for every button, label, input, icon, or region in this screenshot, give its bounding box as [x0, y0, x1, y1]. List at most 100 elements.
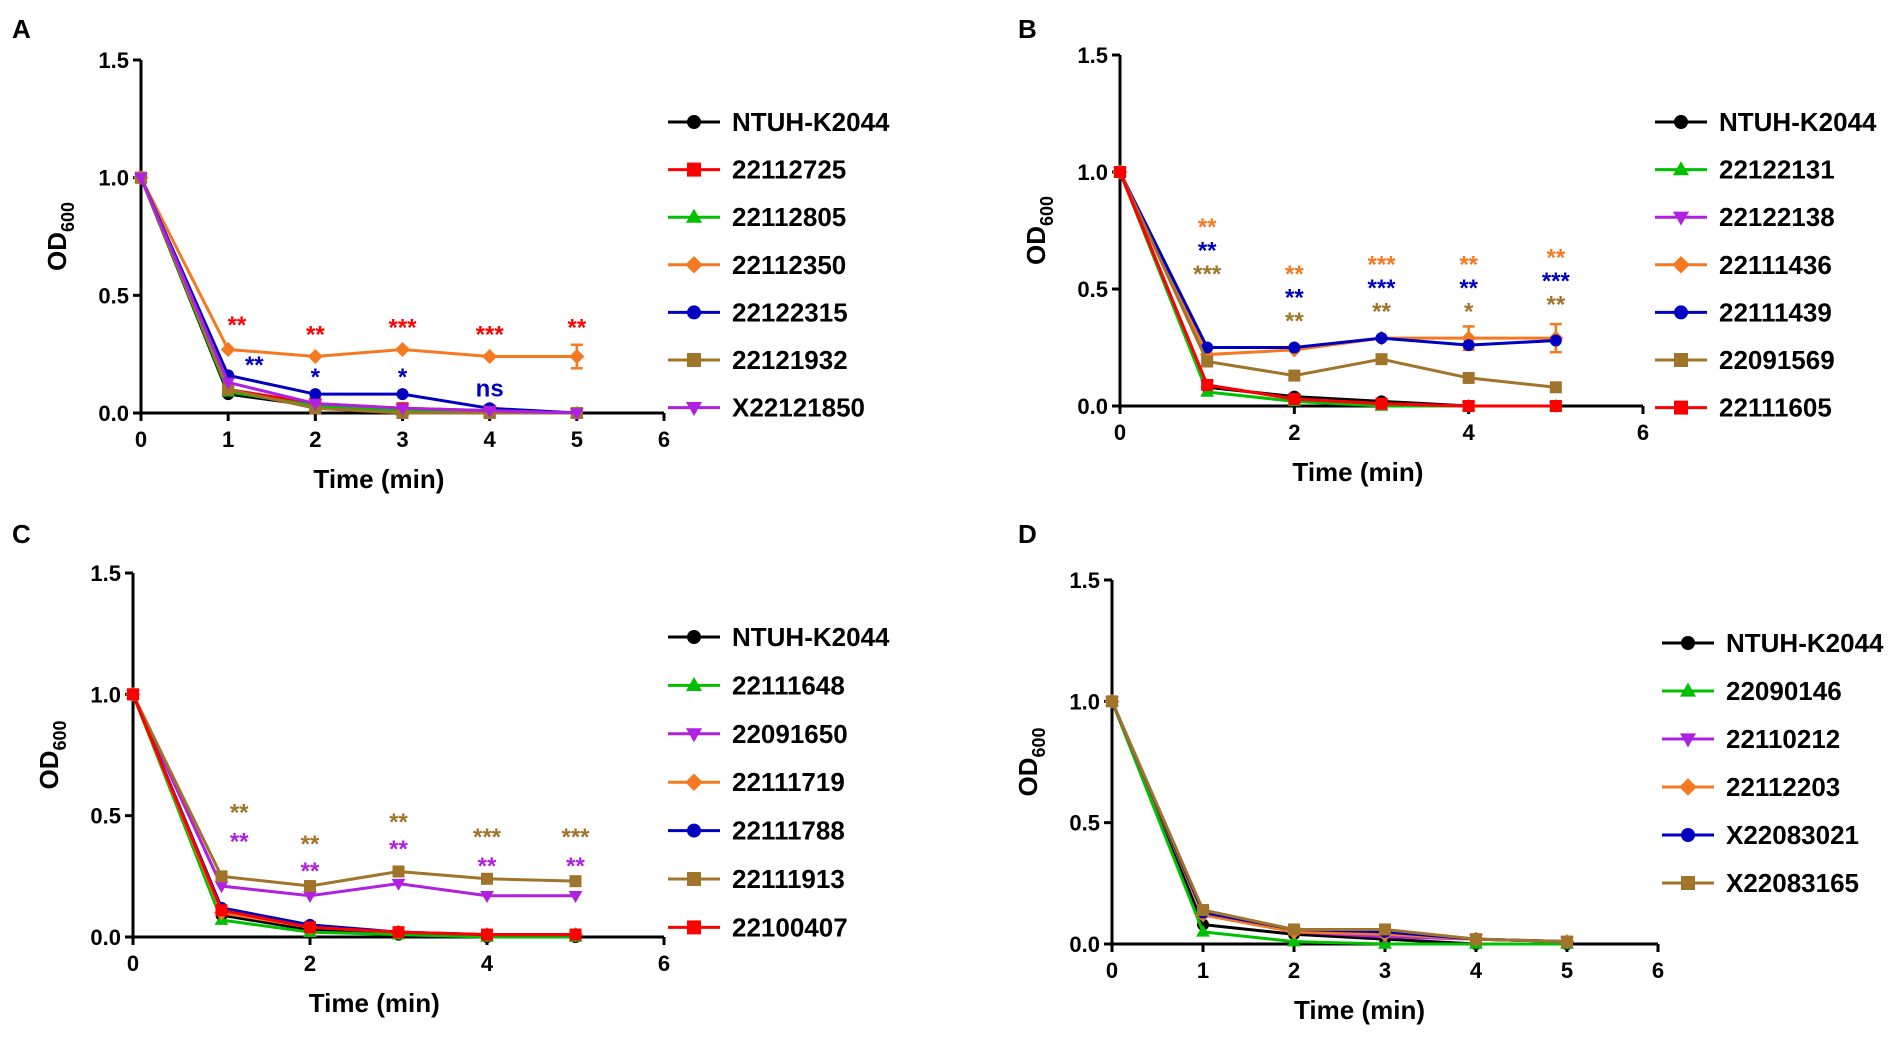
data-point	[309, 388, 322, 401]
data-point	[1561, 935, 1573, 948]
significance-label: ***	[1367, 252, 1396, 279]
data-point	[304, 921, 316, 934]
x-tick-label: 2	[304, 951, 316, 976]
y-tick-label: 0.5	[1077, 277, 1108, 302]
legend-label: 22112203	[1726, 772, 1840, 802]
legend-label: 22091650	[732, 719, 848, 749]
legend-swatch-marker	[1679, 778, 1697, 796]
x-tick-label: 6	[658, 427, 670, 452]
series-line	[1118, 171, 1556, 389]
data-point	[482, 405, 497, 418]
significance-label: **	[389, 836, 408, 863]
series-line	[1110, 700, 1568, 944]
series-line	[1118, 171, 1556, 357]
significance-label: *	[311, 364, 321, 391]
data-point	[1114, 166, 1126, 178]
series-line	[131, 693, 576, 939]
series-line	[1118, 171, 1556, 408]
data-point	[482, 349, 498, 365]
legend-swatch-marker	[685, 728, 703, 743]
y-axis-label: OD600	[1013, 727, 1049, 796]
significance-label: **	[1285, 284, 1304, 311]
data-point	[1549, 334, 1562, 347]
legend-swatch-marker	[687, 162, 701, 177]
significance-label: **	[228, 312, 247, 339]
significance-label: **	[1198, 238, 1217, 265]
y-tick-label: 1.0	[90, 682, 121, 707]
legend-label: 22111648	[732, 670, 845, 700]
significance-label: **	[1459, 275, 1478, 302]
x-tick-label: 6	[1652, 958, 1664, 983]
data-point	[220, 341, 236, 357]
legend-swatch-marker	[1672, 211, 1690, 226]
legend-label: X22083021	[1726, 820, 1859, 850]
x-tick-label: 0	[127, 951, 139, 976]
x-tick-label: 4	[484, 427, 497, 452]
legend-label: X22121850	[732, 393, 865, 423]
data-point	[392, 926, 405, 939]
series-line	[131, 693, 576, 898]
legend-label: 22090146	[1726, 676, 1842, 706]
data-point	[307, 349, 323, 365]
legend-label: 22100407	[732, 912, 848, 942]
y-tick-label: 0.0	[98, 401, 129, 426]
y-axis-label: OD600	[34, 720, 70, 789]
significance-label: ***	[561, 824, 590, 851]
x-tick-label: 5	[571, 427, 583, 452]
data-point	[1549, 400, 1562, 412]
legend-label: 22111788	[732, 816, 845, 846]
significance-label: **	[301, 858, 320, 885]
y-axis-label: OD600	[42, 202, 78, 271]
legend-label: 22111439	[1719, 297, 1832, 327]
panel-b: B 0 2 4 6 0.0 0.5 1.0 1.5 Time (min) OD600 NTUH-K20…	[1018, 14, 1877, 487]
legend-label: 22122131	[1719, 155, 1835, 185]
legend-swatch-marker	[1681, 636, 1695, 650]
legend-swatch-marker	[687, 115, 701, 129]
data-point	[481, 928, 493, 941]
significance-label: ***	[473, 824, 502, 851]
data-point	[1106, 695, 1118, 708]
legend-swatch-marker	[1681, 828, 1695, 842]
legend-swatch-marker	[687, 872, 701, 886]
x-axis-label: Time (min)	[1292, 457, 1423, 487]
x-tick-label: 3	[396, 427, 408, 452]
data-point	[1462, 371, 1475, 384]
data-point	[1375, 397, 1388, 410]
legend-label: NTUH-K2044	[1726, 628, 1884, 658]
panel-letter: C	[12, 519, 31, 549]
series-line	[1110, 700, 1568, 944]
legend-swatch-marker	[1674, 305, 1688, 320]
data-point	[569, 349, 585, 365]
legend-swatch-marker	[1674, 353, 1688, 367]
y-tick-label: 1.5	[1069, 568, 1100, 593]
data-point	[1287, 934, 1301, 947]
data-point	[214, 881, 229, 894]
legend-swatch-marker	[1681, 876, 1695, 890]
legend-label: NTUH-K2044	[1719, 107, 1877, 137]
legend-label: X22083165	[1726, 868, 1859, 898]
legend-swatch-marker	[685, 256, 703, 274]
legend-swatch-marker	[687, 630, 701, 644]
significance-label: **	[1546, 291, 1565, 318]
data-point	[395, 403, 410, 416]
x-tick-label: 4	[1470, 958, 1483, 983]
significance-label: ***	[1193, 261, 1222, 288]
data-point	[569, 928, 582, 941]
y-tick-label: 0.0	[90, 925, 121, 950]
series-line	[131, 693, 576, 937]
x-axis-label: Time (min)	[1294, 995, 1425, 1025]
data-point	[569, 408, 584, 421]
significance-label: **	[566, 853, 585, 880]
legend-swatch-marker	[1674, 115, 1688, 129]
y-tick-label: 0.5	[98, 283, 129, 308]
panel-letter: A	[12, 14, 31, 44]
x-tick-label: 1	[1197, 958, 1209, 983]
y-tick-label: 1.5	[1077, 43, 1108, 68]
legend-swatch-marker	[1672, 256, 1690, 274]
x-tick-label: 6	[1637, 420, 1649, 445]
significance-label: **	[230, 800, 249, 827]
data-point	[391, 878, 406, 891]
series-line	[139, 176, 577, 359]
series-line	[131, 693, 576, 937]
panel-a: A 0 1 2 3 4 5 6 0.0 0.5 1.0 1.5 Time (min) OD600 NTUH-…	[12, 14, 890, 494]
